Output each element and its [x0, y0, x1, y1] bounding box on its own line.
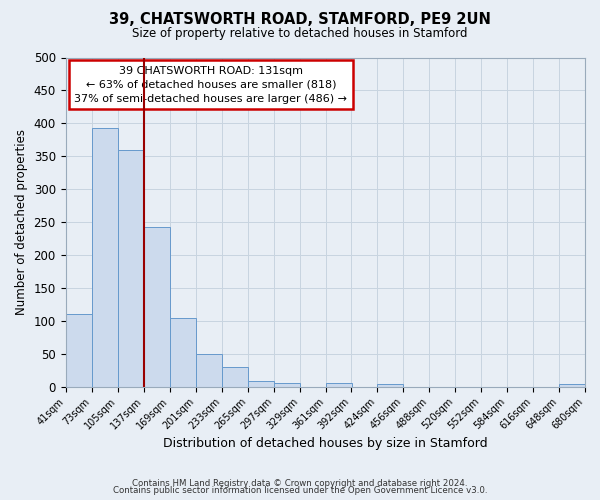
Text: Contains HM Land Registry data © Crown copyright and database right 2024.: Contains HM Land Registry data © Crown c…: [132, 478, 468, 488]
Bar: [326, 384, 352, 386]
Bar: [377, 384, 403, 386]
Bar: [274, 383, 299, 386]
Text: 39 CHATSWORTH ROAD: 131sqm
← 63% of detached houses are smaller (818)
37% of sem: 39 CHATSWORTH ROAD: 131sqm ← 63% of deta…: [74, 66, 347, 104]
Bar: [248, 382, 274, 386]
Bar: [143, 226, 170, 386]
Bar: [559, 384, 585, 386]
X-axis label: Distribution of detached houses by size in Stamford: Distribution of detached houses by size …: [163, 437, 488, 450]
Bar: [92, 128, 118, 386]
Text: Contains public sector information licensed under the Open Government Licence v3: Contains public sector information licen…: [113, 486, 487, 495]
Y-axis label: Number of detached properties: Number of detached properties: [15, 129, 28, 315]
Text: Size of property relative to detached houses in Stamford: Size of property relative to detached ho…: [132, 28, 468, 40]
Bar: [196, 354, 221, 386]
Bar: [170, 318, 196, 386]
Bar: [65, 314, 92, 386]
Bar: [118, 150, 143, 386]
Bar: [221, 367, 248, 386]
Text: 39, CHATSWORTH ROAD, STAMFORD, PE9 2UN: 39, CHATSWORTH ROAD, STAMFORD, PE9 2UN: [109, 12, 491, 28]
